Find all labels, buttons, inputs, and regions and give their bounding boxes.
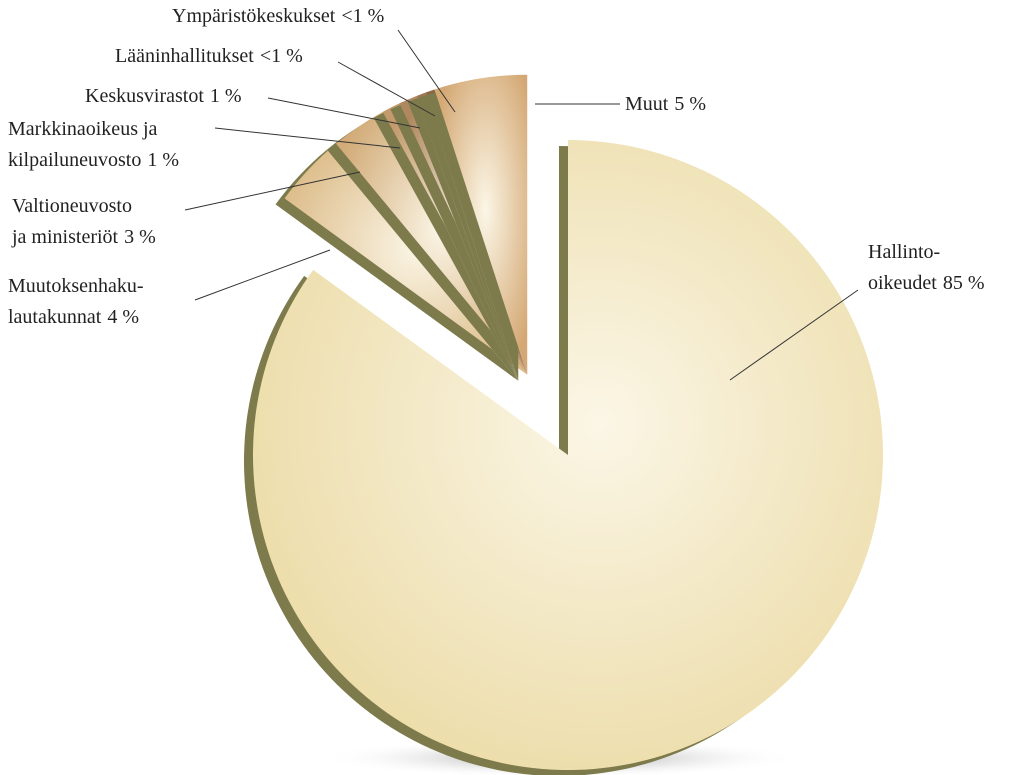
slice-label: Valtioneuvosto [12,195,132,217]
category-label: lautakunnat [8,306,102,328]
category-label: Markkinaoikeus ja [8,118,158,140]
value-label: 85 % [943,272,985,294]
category-label: Muutoksenhaku- [8,275,144,297]
value-label: 1 % [210,85,242,107]
category-label: Lääninhallitukset [115,45,254,67]
slice-label: Lääninhallitukset <1 % [115,45,303,67]
slice-edge [390,101,519,381]
slice-label: Muutoksenhaku- [8,275,144,297]
leader-line [194,249,331,301]
value-label: 4 % [107,306,139,328]
slice [252,140,884,770]
slice-label: Keskusvirastot 1 % [85,85,242,107]
slice-edge [416,95,519,381]
value-label: <1 % [341,5,384,27]
slice-label: Markkinaoikeus ja [8,118,158,140]
leader-line [337,61,436,117]
slice-edge [407,98,519,381]
labels: Hallinto-oikeudet 85 % Muutoksenhaku-lauta… [8,5,985,381]
slices [244,74,884,775]
category-label: kilpailuneuvosto [8,149,141,171]
value-label: <1 % [260,45,303,67]
leader-line [267,97,421,129]
category-label: ja ministeriöt [11,226,119,248]
slice-label: Hallinto- [868,241,940,263]
slice-label: kilpailuneuvosto 1 % [8,149,179,171]
slice-label: Muut 5 % [625,93,706,115]
slice-edge [373,109,519,381]
value-label: 5 % [674,93,706,115]
slice-label: lautakunnat 4 % [8,306,139,328]
category-label: Ympäristökeskukset [172,5,336,27]
leader-line [214,127,401,149]
slice-label: Ympäristökeskukset <1 % [172,5,384,27]
slice [434,74,528,375]
slice-label: ja ministeriöt 3 % [11,226,156,248]
value-label: 3 % [124,226,156,248]
leader-line [397,29,456,113]
leader-line [184,171,361,211]
value-label: 1 % [147,149,179,171]
category-label: Valtioneuvosto [12,195,132,217]
category-label: Muut [625,93,669,115]
category-label: Keskusvirastot [85,85,204,107]
leader-line [729,289,859,381]
category-label: oikeudet [868,272,937,294]
category-label: Hallinto- [868,241,940,263]
slice-label: oikeudet 85 % [868,272,985,294]
